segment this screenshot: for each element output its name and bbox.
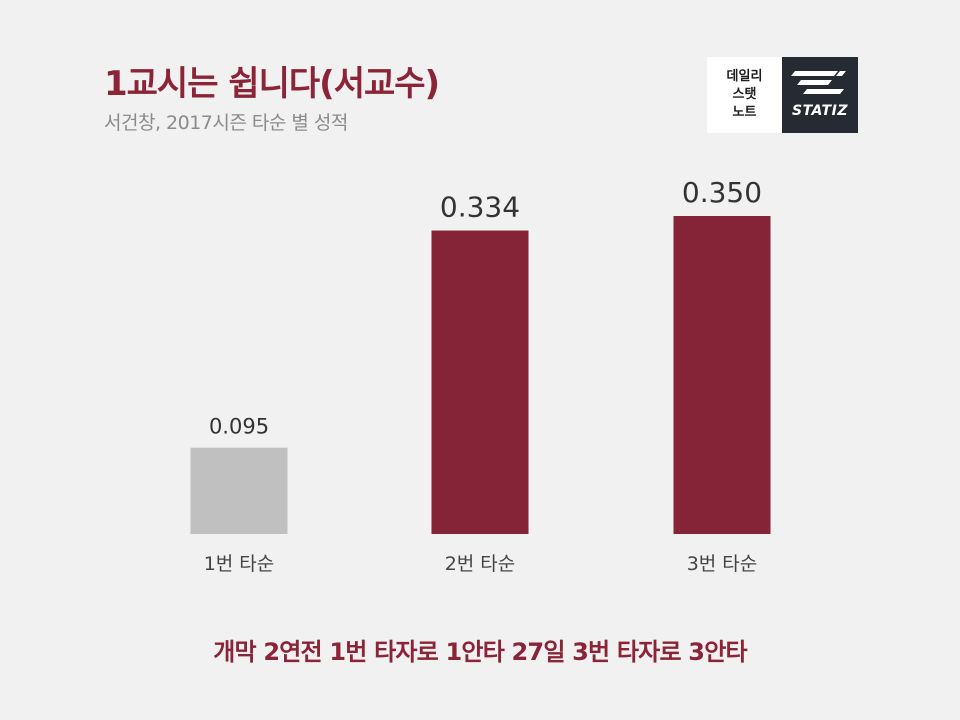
data-label-1: 0.095 — [209, 415, 269, 439]
bar-2 — [431, 230, 529, 534]
chart-title: 1교시는 쉽니다(서교수) — [104, 64, 440, 104]
category-label-3: 3번 타순 — [687, 553, 758, 575]
logo-brand-text: STATIZ — [792, 103, 848, 119]
bar-1 — [190, 447, 288, 534]
statiz-brand-panel: STATIZ — [782, 57, 858, 133]
data-label-2: 0.334 — [440, 191, 520, 224]
statiz-logo: 데일리 스탯 노트 STATIZ — [707, 57, 858, 133]
logo-line-2: 스탯 — [732, 87, 757, 102]
chart-subtitle: 서건창, 2017시즌 타순 별 성적 — [104, 112, 348, 134]
logo-line-3: 노트 — [732, 105, 757, 120]
category-label-1: 1번 타순 — [204, 553, 275, 575]
daily-stat-note-badge: 데일리 스탯 노트 — [707, 57, 782, 133]
category-label-2: 2번 타순 — [445, 553, 516, 575]
data-label-3: 0.350 — [682, 176, 762, 209]
bar-3 — [673, 216, 771, 534]
logo-line-1: 데일리 — [726, 69, 763, 84]
statiz-emblem-icon — [791, 71, 846, 94]
chart-caption: 개막 2연전 1번 타자로 1안타 27일 3번 타자로 3안타 — [213, 638, 747, 666]
